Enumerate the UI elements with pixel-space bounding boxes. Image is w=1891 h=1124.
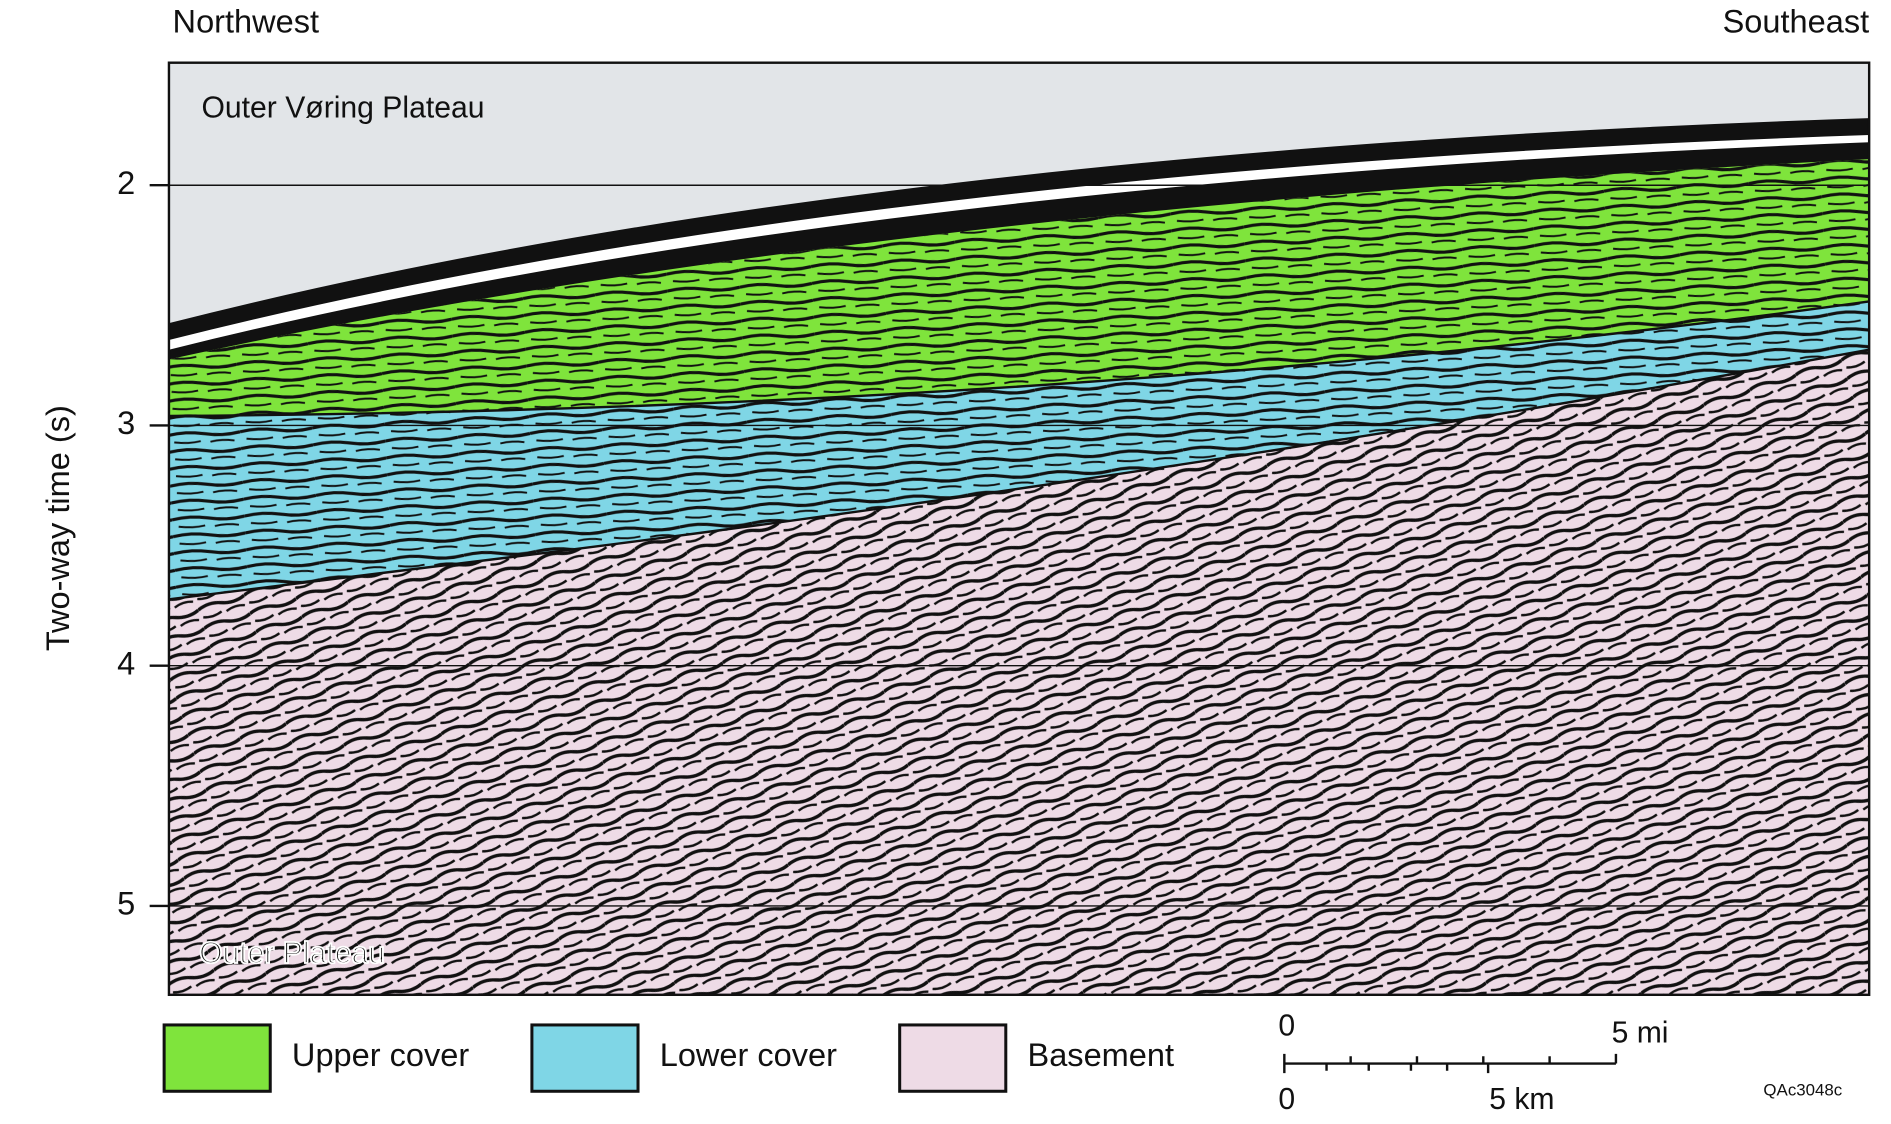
scale-label: 0 xyxy=(1278,1083,1295,1116)
scale-label: 5 km xyxy=(1489,1083,1554,1116)
scale-bar: 0 5 mi 0 5 km xyxy=(1278,1009,1668,1116)
horizon xyxy=(168,300,1870,418)
section-title: Outer Vøring Plateau xyxy=(202,92,485,125)
y-tick-label: 2 xyxy=(117,165,135,201)
legend-label: Basement xyxy=(1027,1037,1174,1073)
seismic-section xyxy=(168,62,1870,995)
y-tick-label: 5 xyxy=(117,886,135,922)
scale-label: 0 xyxy=(1278,1009,1295,1042)
basement-texture xyxy=(168,349,1870,995)
y-tick-label: 4 xyxy=(117,645,135,681)
direction-label: Southeast xyxy=(1723,4,1870,40)
legend-swatch xyxy=(898,1023,1008,1093)
y-tick-label: 3 xyxy=(117,405,135,441)
legend-label: Upper cover xyxy=(292,1037,469,1073)
axis-label: Two-way time (s) xyxy=(40,405,76,651)
figure-id: QAc3048c xyxy=(1763,1081,1842,1100)
plot-frame xyxy=(167,61,1871,997)
legend-swatch xyxy=(530,1023,640,1093)
section-label: Outer Plateau xyxy=(199,937,385,970)
horizon xyxy=(168,348,1870,601)
legend-label: Lower cover xyxy=(660,1037,837,1073)
legend: Upper cover Lower cover Basement xyxy=(162,1023,1174,1093)
direction-label: Northwest xyxy=(173,4,320,40)
scale-label: 5 mi xyxy=(1612,1017,1669,1050)
scale-ticks xyxy=(1283,1053,1618,1074)
grid xyxy=(168,184,1870,907)
legend-swatch xyxy=(162,1023,272,1093)
